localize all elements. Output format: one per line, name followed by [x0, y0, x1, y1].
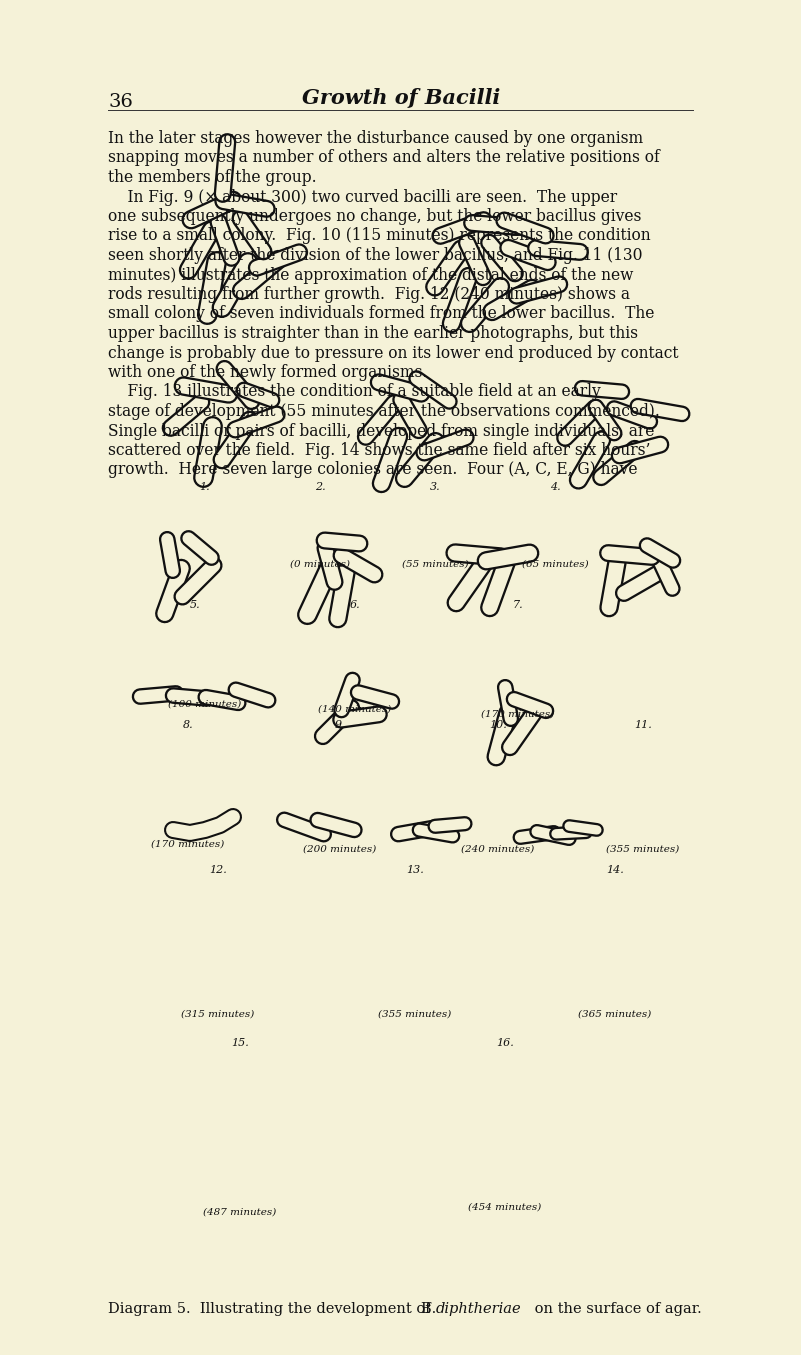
Text: 11.: 11. — [634, 720, 652, 730]
Text: (487 minutes): (487 minutes) — [203, 1209, 276, 1217]
Text: 1.: 1. — [199, 482, 211, 492]
Text: 12.: 12. — [209, 864, 227, 875]
Text: 8.: 8. — [183, 720, 193, 730]
Text: 7.: 7. — [513, 600, 523, 610]
Text: (240 minutes): (240 minutes) — [461, 846, 534, 854]
Text: on the surface of agar.: on the surface of agar. — [530, 1302, 702, 1316]
Text: small colony of seven individuals formed from the lower bacillus.  The: small colony of seven individuals formed… — [108, 305, 654, 322]
Text: 9.: 9. — [335, 720, 345, 730]
Text: scattered over the field.  Fig. 14 shows the same field after six hours’: scattered over the field. Fig. 14 shows … — [108, 442, 650, 459]
Text: (100 minutes): (100 minutes) — [168, 701, 242, 709]
Text: (355 minutes): (355 minutes) — [378, 1009, 452, 1019]
Text: rods resulting from further growth.  Fig. 12 (240 minutes) shows a: rods resulting from further growth. Fig.… — [108, 286, 630, 304]
Text: (55 minutes): (55 minutes) — [401, 560, 469, 569]
Text: In Fig. 9 (× about 300) two curved bacilli are seen.  The upper: In Fig. 9 (× about 300) two curved bacil… — [108, 188, 617, 206]
Text: (170 minutes): (170 minutes) — [151, 840, 224, 850]
Text: Single bacilli or pairs of bacilli, developed from single individuals, are: Single bacilli or pairs of bacilli, deve… — [108, 423, 654, 439]
Text: 16.: 16. — [496, 1038, 514, 1047]
Text: growth.  Here seven large colonies are seen.  Four (A, C, E, G) have: growth. Here seven large colonies are se… — [108, 462, 638, 478]
Text: 15.: 15. — [231, 1038, 249, 1047]
Text: with one of the newly formed organisms.: with one of the newly formed organisms. — [108, 364, 428, 381]
Text: Diagram 5.  Illustrating the development of: Diagram 5. Illustrating the development … — [108, 1302, 435, 1316]
Text: (140 minutes): (140 minutes) — [318, 705, 392, 714]
Text: stage of development (55 minutes after the observations commenced).: stage of development (55 minutes after t… — [108, 402, 660, 420]
Text: B.: B. — [421, 1302, 441, 1316]
Text: 14.: 14. — [606, 864, 624, 875]
Text: (365 minutes): (365 minutes) — [578, 1009, 652, 1019]
Text: 10.: 10. — [489, 720, 507, 730]
Text: Growth of Bacilli: Growth of Bacilli — [302, 88, 500, 108]
Text: 13.: 13. — [406, 864, 424, 875]
Text: In the later stages however the disturbance caused by one organism: In the later stages however the disturba… — [108, 130, 643, 146]
Text: minutes) illustrates the approximation of the distal ends of the new: minutes) illustrates the approximation o… — [108, 267, 634, 283]
Text: 6.: 6. — [350, 600, 360, 610]
Text: 2.: 2. — [315, 482, 325, 492]
Text: 5.: 5. — [190, 600, 200, 610]
Text: 36: 36 — [108, 93, 133, 111]
Text: (315 minutes): (315 minutes) — [181, 1009, 255, 1019]
Text: 3.: 3. — [429, 482, 441, 492]
Text: diphtheriae: diphtheriae — [436, 1302, 521, 1316]
Text: (170 minutes): (170 minutes) — [481, 710, 554, 720]
Text: Fig. 13 illustrates the condition of a suitable field at an early: Fig. 13 illustrates the condition of a s… — [108, 383, 601, 401]
Text: (0 minutes): (0 minutes) — [290, 560, 350, 569]
Text: rise to a small colony.  Fig. 10 (115 minutes) represents the condition: rise to a small colony. Fig. 10 (115 min… — [108, 228, 650, 244]
Text: the members of the group.: the members of the group. — [108, 169, 316, 186]
Text: one subsequently undergoes no change, but the lower bacillus gives: one subsequently undergoes no change, bu… — [108, 209, 642, 225]
Text: change is probably due to pressure on its lower end produced by contact: change is probably due to pressure on it… — [108, 344, 678, 362]
Text: upper bacillus is straighter than in the earlier photographs, but this: upper bacillus is straighter than in the… — [108, 325, 638, 341]
Text: seen shortly after the division of the lower bacillus, and Fig. 11 (130: seen shortly after the division of the l… — [108, 247, 642, 264]
Text: (355 minutes): (355 minutes) — [606, 846, 679, 854]
Text: 4.: 4. — [549, 482, 561, 492]
Text: (200 minutes): (200 minutes) — [304, 846, 376, 854]
Text: (65 minutes): (65 minutes) — [521, 560, 588, 569]
Text: (454 minutes): (454 minutes) — [469, 1203, 541, 1211]
Text: snapping moves a number of others and alters the relative positions of: snapping moves a number of others and al… — [108, 149, 660, 167]
